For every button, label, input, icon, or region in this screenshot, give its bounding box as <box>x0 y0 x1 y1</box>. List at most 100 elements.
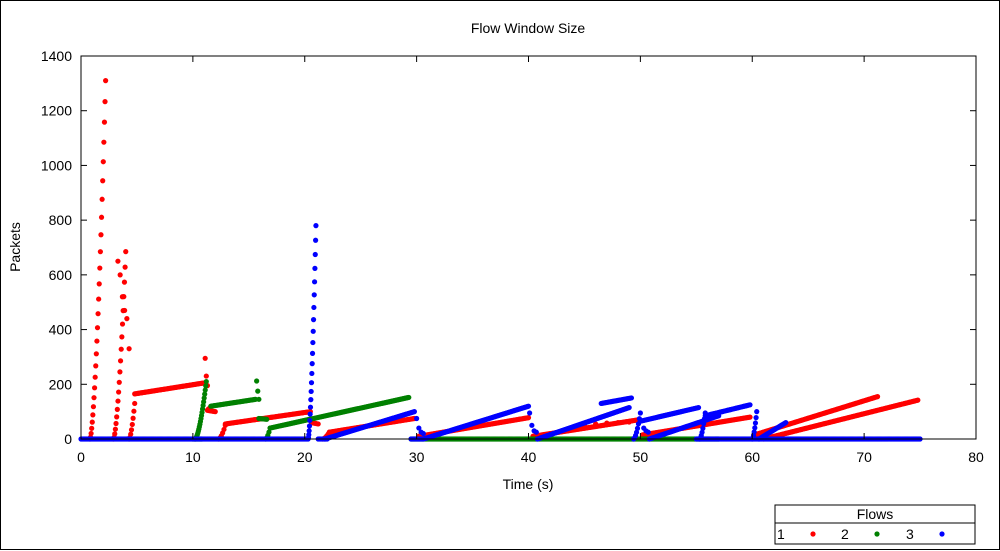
data-point-series-3 <box>310 339 316 346</box>
data-point-series-3 <box>310 317 317 323</box>
x-tick-label: 80 <box>968 449 984 465</box>
legend-title: Flows <box>857 506 894 522</box>
data-point-series-1 <box>114 414 120 420</box>
axes-layer: 0 10 20 30 40 50 60 70 8002004006008001000120014… <box>41 48 984 465</box>
data-point-series-1 <box>124 316 130 322</box>
data-point-series-1 <box>114 406 120 412</box>
data-point-series-1 <box>122 264 128 270</box>
y-tick-label: 600 <box>49 267 73 283</box>
data-point-series-1 <box>604 420 610 426</box>
data-point-series-3 <box>529 422 535 428</box>
legend-entry-label: 1 <box>777 526 785 542</box>
data-point-series-1 <box>130 415 136 421</box>
data-point-series-3 <box>306 432 312 438</box>
data-point-series-3 <box>645 429 651 435</box>
x-tick-label: 70 <box>856 449 872 465</box>
x-tick-label: 40 <box>521 449 537 465</box>
y-tick-label: 1200 <box>41 103 72 119</box>
chart-title: Flow Window Size <box>471 20 586 36</box>
data-point-series-3 <box>312 251 318 258</box>
x-tick-label: 30 <box>409 449 425 465</box>
data-point-series-1 <box>117 369 123 375</box>
data-point-series-1 <box>123 249 129 255</box>
data-point-series-3 <box>309 350 316 356</box>
data-point-series-3 <box>753 415 759 421</box>
data-point-series-1 <box>128 427 135 433</box>
data-point-series-1 <box>90 404 97 410</box>
data-point-series-1 <box>99 196 105 202</box>
data-point-series-1 <box>94 325 101 331</box>
data-point-series-1 <box>212 409 218 415</box>
data-point-series-1 <box>96 296 102 302</box>
y-tick-label: 800 <box>49 212 73 228</box>
data-point-series-3 <box>307 417 313 424</box>
data-point-series-1 <box>102 99 108 105</box>
data-point-series-1 <box>132 400 138 407</box>
data-point-series-1 <box>100 159 106 165</box>
legend-marker <box>874 531 880 537</box>
data-point-series-1 <box>94 338 100 344</box>
data-point-series-2 <box>406 394 412 401</box>
data-point-series-2 <box>264 416 270 422</box>
data-point-series-2 <box>201 395 207 401</box>
data-point-series-1 <box>113 420 119 427</box>
data-point-series-3 <box>313 223 319 229</box>
data-point-series-1 <box>615 419 621 426</box>
x-tick-label: 10 <box>185 449 201 465</box>
data-point-series-1 <box>525 415 532 421</box>
data-point-series-1 <box>112 426 118 432</box>
data-point-series-3 <box>414 415 420 422</box>
legend-entry-label: 3 <box>906 526 914 542</box>
data-point-series-3 <box>313 237 319 243</box>
data-point-series-3 <box>307 411 313 417</box>
data-point-series-3 <box>634 425 641 431</box>
y-tick-label: 1000 <box>41 157 72 173</box>
data-point-series-1 <box>90 412 96 418</box>
data-point-series-1 <box>115 398 121 404</box>
data-point-series-3 <box>411 409 417 415</box>
data-point-series-2 <box>203 378 209 385</box>
x-tick-label: 50 <box>633 449 649 465</box>
data-point-series-1 <box>119 321 126 327</box>
data-point-series-1 <box>88 430 94 437</box>
data-point-series-1 <box>126 346 132 352</box>
data-point-series-3 <box>309 370 315 377</box>
data-point-series-2 <box>201 399 207 405</box>
data-point-series-1 <box>101 139 107 145</box>
data-point-series-3 <box>701 421 707 427</box>
data-point-series-3 <box>747 402 753 408</box>
data-point-series-1 <box>202 355 208 361</box>
data-point-series-1 <box>92 374 98 380</box>
data-point-series-1 <box>97 249 103 255</box>
data-point-series-1 <box>98 232 104 238</box>
data-point-series-1 <box>128 431 134 437</box>
data-point-series-1 <box>117 272 123 278</box>
x-tick-label: 60 <box>744 449 760 465</box>
data-point-series-1 <box>97 265 103 271</box>
data-point-series-1 <box>874 394 881 400</box>
y-tick-label: 400 <box>49 322 73 338</box>
data-point-series-3 <box>525 403 532 409</box>
y-tick-label: 200 <box>49 376 73 392</box>
data-point-series-1 <box>100 178 106 184</box>
data-point-series-3 <box>420 430 426 437</box>
data-point-series-1 <box>115 258 121 264</box>
data-point-series-2 <box>255 388 261 394</box>
data-point-series-3 <box>533 429 539 435</box>
y-tick-label: 1400 <box>41 48 72 64</box>
data-point-series-3 <box>695 404 702 411</box>
data-point-series-1 <box>315 421 321 427</box>
data-point-series-3 <box>311 292 317 298</box>
series-1-group <box>87 78 921 442</box>
data-point-series-3 <box>416 425 422 431</box>
data-point-series-3 <box>752 420 759 426</box>
data-point-series-1 <box>116 379 122 385</box>
data-point-series-1 <box>131 408 137 414</box>
data-point-series-3 <box>311 279 318 285</box>
data-point-series-3 <box>699 429 705 435</box>
plot-border <box>80 55 977 440</box>
data-point-series-1 <box>122 307 128 314</box>
data-point-series-3 <box>752 425 758 431</box>
data-point-series-1 <box>112 431 118 437</box>
